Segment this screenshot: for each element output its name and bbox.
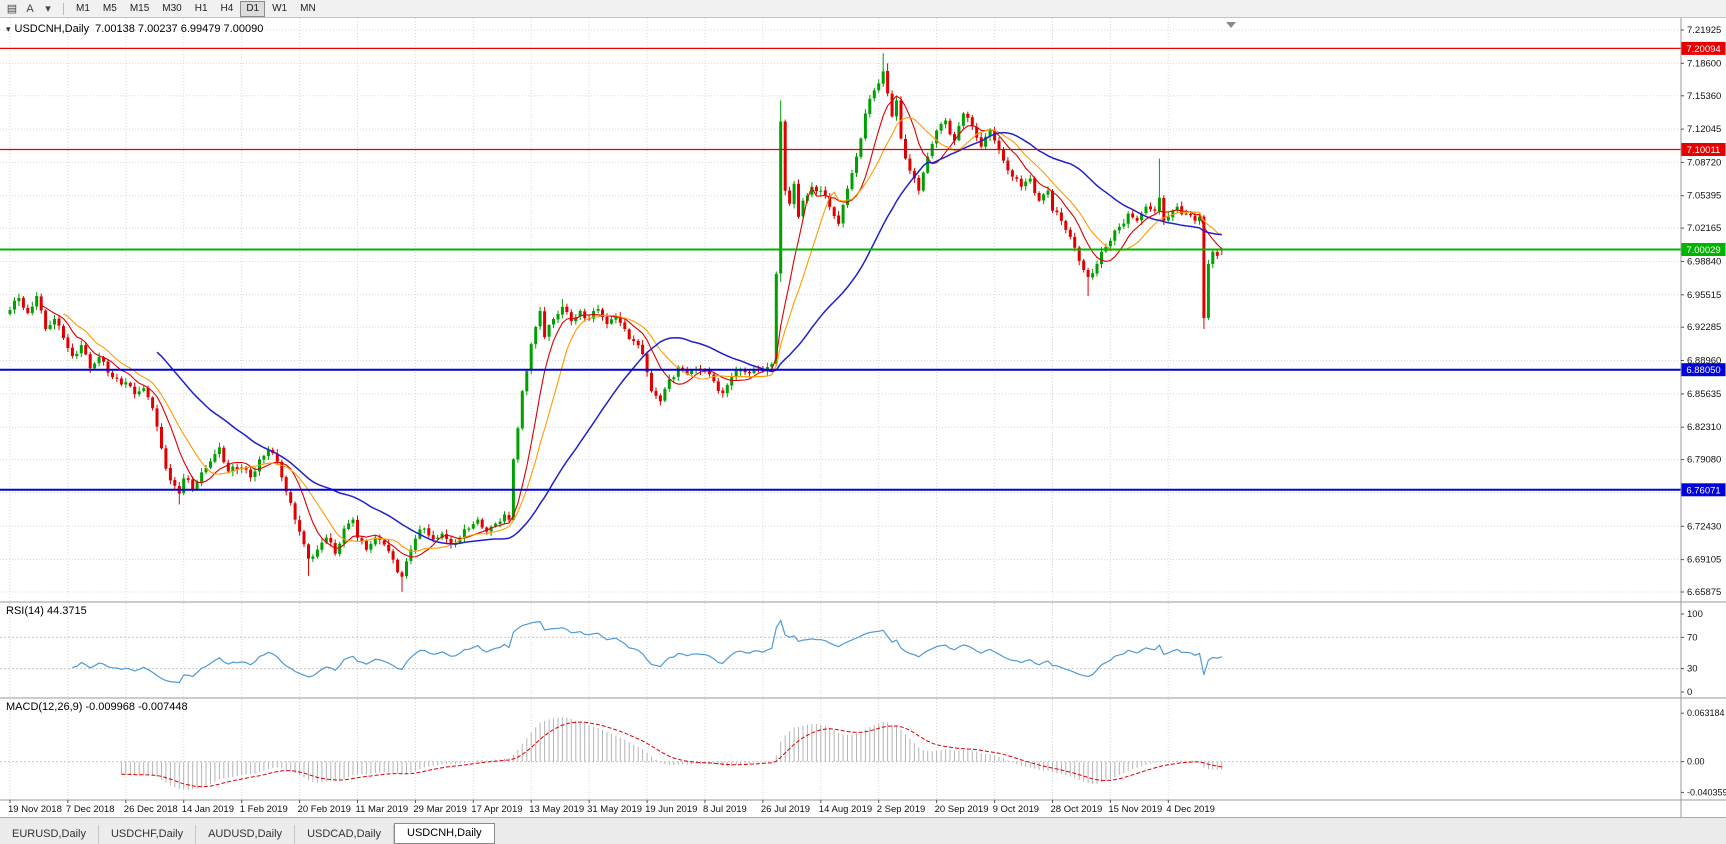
svg-text:6.88050: 6.88050: [1686, 365, 1720, 376]
svg-text:2 Sep 2019: 2 Sep 2019: [877, 804, 926, 815]
toolbar-icon-group: ▤ A ▾: [3, 2, 57, 16]
tab-usdcnh-daily[interactable]: USDCNH,Daily: [394, 823, 495, 844]
timeframe-m30[interactable]: M30: [162, 2, 182, 14]
svg-text:6.82310: 6.82310: [1687, 422, 1721, 433]
macd-axis-labels: 0.063184 0.00 -0.040359: [1681, 708, 1726, 797]
toolbar-separator: [63, 2, 64, 15]
timeframe-toolbar: ▤ A ▾ M1 M5 M15 M30 H1 H4 D1 W1 MN: [0, 0, 1726, 18]
svg-text:26 Dec 2018: 26 Dec 2018: [124, 804, 178, 815]
svg-text:19 Jun 2019: 19 Jun 2019: [645, 804, 697, 815]
tab-audusd-daily[interactable]: AUDUSD,Daily: [196, 825, 296, 844]
templates-icon[interactable]: ▾: [45, 2, 51, 15]
svg-text:1 Feb 2019: 1 Feb 2019: [240, 804, 288, 815]
svg-text:7.10011: 7.10011: [1687, 145, 1721, 156]
svg-text:0: 0: [1687, 687, 1692, 698]
horizontal-gridlines: [0, 29, 1681, 593]
timeframe-d1[interactable]: D1: [240, 0, 266, 17]
svg-text:6.85635: 6.85635: [1687, 389, 1721, 400]
macd-signal-line: [121, 721, 1222, 788]
svg-text:0.00: 0.00: [1687, 757, 1705, 767]
svg-text:29 Mar 2019: 29 Mar 2019: [413, 804, 466, 815]
svg-text:4 Dec 2019: 4 Dec 2019: [1166, 804, 1215, 815]
svg-text:7.00029: 7.00029: [1686, 245, 1720, 256]
svg-text:13 May 2019: 13 May 2019: [529, 804, 584, 815]
svg-text:7.02165: 7.02165: [1687, 223, 1721, 234]
price-axis-labels: 7.21925 7.18600 7.15360 7.12045 7.08720 7.053…: [1681, 25, 1721, 598]
timeframe-m5[interactable]: M5: [102, 2, 117, 14]
vertical-gridlines: [9, 18, 1169, 800]
timeframe-h4[interactable]: H4: [220, 2, 234, 14]
svg-text:7 Dec 2018: 7 Dec 2018: [66, 804, 115, 815]
svg-text:6.69105: 6.69105: [1687, 555, 1721, 566]
timeframe-h1[interactable]: H1: [194, 2, 208, 14]
svg-text:0.063184: 0.063184: [1687, 708, 1725, 718]
svg-text:11 Mar 2019: 11 Mar 2019: [356, 804, 409, 815]
chart-shift-marker[interactable]: [1226, 22, 1236, 28]
level-price-boxes: 7.20094 7.10011 7.00029 6.88050 6.76071: [1681, 41, 1726, 497]
svg-text:70: 70: [1687, 632, 1698, 643]
svg-text:20 Sep 2019: 20 Sep 2019: [935, 804, 989, 815]
macd-panel: [0, 717, 1681, 790]
rsi-label: RSI(14) 44.3715: [6, 605, 87, 617]
svg-text:30: 30: [1687, 664, 1698, 675]
svg-text:7.12045: 7.12045: [1687, 124, 1721, 135]
macd-label: MACD(12,26,9) -0.009968 -0.007448: [6, 701, 188, 713]
chart-tab-bar: EURUSD,Daily USDCHF,Daily AUDUSD,Daily USDC…: [0, 817, 1726, 844]
svg-text:6.98840: 6.98840: [1687, 257, 1721, 268]
rsi-panel: [0, 619, 1681, 684]
rsi-axis-labels: 100 70 30 0: [1681, 609, 1703, 698]
svg-text:28 Oct 2019: 28 Oct 2019: [1051, 804, 1103, 815]
svg-text:6.65875: 6.65875: [1687, 587, 1721, 598]
svg-text:8 Jul 2019: 8 Jul 2019: [703, 804, 747, 815]
chart-title: ▾ USDCNH,Daily 7.00138 7.00237 6.99479 7.0…: [6, 23, 263, 35]
rsi-line: [72, 619, 1222, 684]
timeframe-m1[interactable]: M1: [76, 2, 90, 14]
svg-text:7.15360: 7.15360: [1687, 91, 1721, 102]
tab-usdchf-daily[interactable]: USDCHF,Daily: [99, 825, 197, 844]
svg-text:100: 100: [1687, 609, 1703, 620]
date-axis-labels: 19 Nov 2018 7 Dec 2018 26 Dec 2018 14 Jan 2…: [8, 800, 1215, 815]
svg-text:17 Apr 2019: 17 Apr 2019: [471, 804, 522, 815]
chart-symbol-period: USDCNH,Daily: [14, 23, 90, 35]
macd-histogram: [120, 717, 1223, 790]
svg-text:9 Oct 2019: 9 Oct 2019: [993, 804, 1039, 815]
svg-text:7.21925: 7.21925: [1687, 25, 1721, 36]
svg-text:14 Jan 2019: 14 Jan 2019: [182, 804, 234, 815]
svg-text:14 Aug 2019: 14 Aug 2019: [819, 804, 872, 815]
svg-text:-0.040359: -0.040359: [1687, 787, 1726, 797]
charts-grid-icon[interactable]: ▤: [6, 2, 18, 15]
ma-line-13: [63, 117, 1223, 552]
svg-text:7.20094: 7.20094: [1686, 44, 1720, 55]
svg-text:15 Nov 2019: 15 Nov 2019: [1108, 804, 1162, 815]
svg-text:31 May 2019: 31 May 2019: [587, 804, 642, 815]
ma-line-8: [40, 95, 1223, 558]
svg-text:20 Feb 2019: 20 Feb 2019: [298, 804, 351, 815]
svg-text:19 Nov 2018: 19 Nov 2018: [8, 804, 62, 815]
horizontal-level-lines: [0, 47, 1681, 491]
svg-text:6.95515: 6.95515: [1687, 290, 1721, 301]
timeframe-mn[interactable]: MN: [300, 2, 316, 14]
chart-window-icon: ▾: [6, 24, 11, 34]
svg-text:6.92285: 6.92285: [1687, 322, 1721, 333]
annotate-a-icon[interactable]: A: [26, 2, 34, 15]
svg-text:6.72430: 6.72430: [1687, 521, 1721, 532]
timeframe-button-group: M1 M5 M15 M30 H1 H4 D1 W1 MN: [70, 0, 322, 17]
svg-text:7.18600: 7.18600: [1687, 58, 1721, 69]
svg-text:6.76071: 6.76071: [1686, 485, 1720, 496]
svg-text:7.08720: 7.08720: [1687, 157, 1721, 168]
svg-text:6.79080: 6.79080: [1687, 455, 1721, 466]
timeframe-m15[interactable]: M15: [129, 2, 150, 14]
svg-text:6.88960: 6.88960: [1687, 356, 1721, 367]
svg-text:26 Jul 2019: 26 Jul 2019: [761, 804, 810, 815]
timeframe-w1[interactable]: W1: [272, 2, 288, 14]
chart-ohlc-values: 7.00138 7.00237 6.99479 7.00090: [95, 23, 264, 35]
tab-eurusd-daily[interactable]: EURUSD,Daily: [0, 825, 99, 844]
svg-text:7.05395: 7.05395: [1687, 191, 1721, 202]
tab-usdcad-daily[interactable]: USDCAD,Daily: [295, 825, 395, 844]
